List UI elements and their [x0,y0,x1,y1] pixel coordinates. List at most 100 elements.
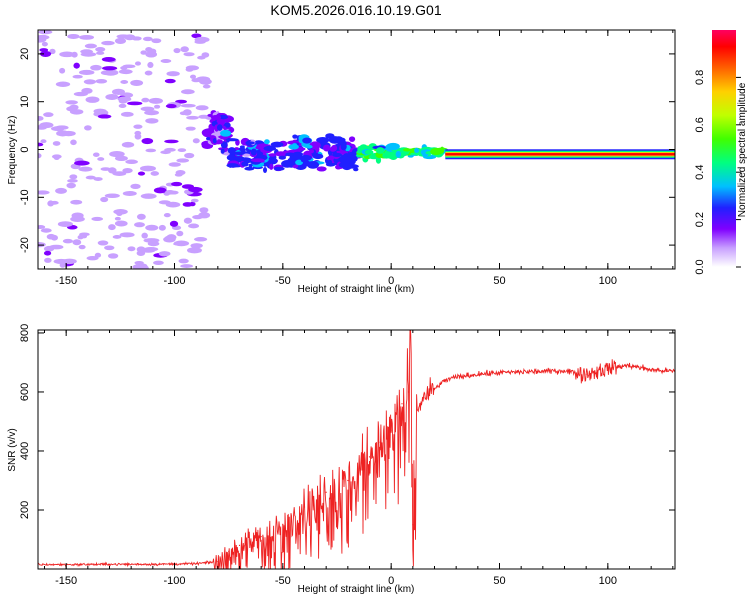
spectrogram-noise-blob [71,51,78,58]
snr-point [303,506,306,508]
spectrogram-noise-blob [78,244,86,250]
snr-point [228,550,230,552]
spectrogram-noise-blob [131,36,142,41]
spectrogram-noise-blob [180,46,189,53]
spectrogram-cluster [244,166,255,171]
spectrogram-noise-blob [49,244,64,250]
spectrogram-noise-blob [145,118,159,124]
spectrogram-noise-blob [127,101,143,106]
spectrogram-noise-blob [122,167,133,174]
spectrogram-cluster [329,146,336,152]
spectrogram-noise-blob [92,152,100,157]
x-tick-label: -100 [163,275,185,287]
spectrogram-noise-blob [118,103,127,109]
spectrogram-cluster [203,130,211,136]
colorbar-tick-label: 0.0 [694,259,706,274]
spectrogram-noise-blob [141,97,150,103]
x-tick-label: -150 [55,275,77,287]
spectrogram-noise-blob [130,183,141,190]
spectrogram-cluster [382,152,391,159]
snr-frame [37,329,676,570]
spectrogram-noise-blob [39,122,54,129]
y-tick-label: 200 [19,501,31,519]
spectrogram-noise-blob [55,81,71,87]
spectrogram-cluster [400,151,409,156]
spectrogram-noise-blob [38,241,46,248]
spectrogram-noise-blob [145,224,159,231]
snr-point [563,370,566,372]
spectrogram-noise-blob [91,216,104,222]
spectrogram-noise-blob [154,104,161,109]
colorbar-label: Normalized spectral amplitude [737,82,748,217]
spectrogram-cluster [226,154,237,161]
spectrogram-noise-blob [134,260,144,265]
spectrogram-noise-blob [74,160,90,166]
spectrogram-noise-blob [40,228,52,233]
spectrogram-cluster [322,144,331,152]
snr-point [407,391,410,393]
spectrogram-noise-blob [125,159,138,164]
spectrogram-noise-blob [50,200,59,205]
spectrogram-y-ticks: -20 -10 0 10 20 [19,48,675,253]
spectrogram-noise-blob [46,233,56,240]
spectrogram-cluster [308,149,315,154]
x-tick-label: 50 [493,275,505,287]
spectrogram-noise-blob [197,55,206,60]
spectrogram-noise-blob [44,257,52,263]
spectrogram-noise-blob [188,223,200,229]
spectrogram-noise-blob [168,162,181,167]
spectrogram-noise-blob [41,41,48,47]
spectrogram-cluster [402,148,411,152]
spectrogram-noise-blob [141,248,156,253]
spectrogram-noise-blob [39,50,52,58]
spectrogram-marks [38,30,675,269]
spectrogram-cluster [233,151,245,156]
snr-point [217,561,219,563]
spectrogram-noise-blob [195,105,209,111]
spectrogram-noise-blob [173,240,190,247]
spectrogram-noise-blob [183,52,195,57]
snr-point [152,563,154,565]
spectrogram-cluster [295,159,304,166]
spectrogram-cluster [386,142,400,151]
spectrogram-noise-blob [184,152,195,159]
spectrogram-noise-blob [120,111,134,117]
chart-title: KOM5.2026.016.10.19.G01 [270,2,441,18]
spectrogram-cluster [332,152,343,158]
spectrogram-noise-blob [102,66,118,71]
spectrogram-noise-blob [134,222,145,228]
spectrogram-noise-blob [133,124,143,129]
spectrogram-noise-blob [119,232,135,238]
snr-point [455,376,457,378]
spectrogram-noise-blob [114,216,121,221]
snr-x-ticks: -150 -100 -50 0 50 100 [44,330,674,587]
spectrogram-noise-blob [134,133,142,140]
spectrogram-noise-blob [174,172,183,177]
spectrogram-noise-blob [118,69,133,75]
colorbar-tick-label: 0.8 [694,70,706,85]
spectrogram-noise-blob [101,56,116,62]
spectrogram-cluster [251,158,265,163]
spectrogram-noise-blob [164,235,171,242]
spectrogram-noise-blob [97,114,112,119]
spectrogram-cluster [269,163,274,170]
spectrogram-noise-blob [158,251,171,257]
spectrogram-noise-blob [183,217,193,224]
x-tick-label: 0 [388,575,394,587]
snr-point [368,456,371,458]
spectrogram-cluster [239,145,245,149]
spectrogram-cluster [220,129,232,137]
snr-point [325,491,327,493]
spectrogram-noise-blob [141,232,148,239]
spectrogram-noise-blob [192,138,200,144]
spectrogram-noise-blob [38,142,44,147]
x-tick-label: 100 [599,275,617,287]
snr-point [195,563,197,565]
spectrogram-noise-blob [72,74,83,79]
spectrogram-noise-blob [69,109,84,115]
colorbar-tick-label: 0.6 [694,117,706,132]
spectrogram-noise-blob [55,187,67,194]
spectrogram-noise-blob [83,79,97,85]
spectrogram-noise-blob [176,230,184,237]
